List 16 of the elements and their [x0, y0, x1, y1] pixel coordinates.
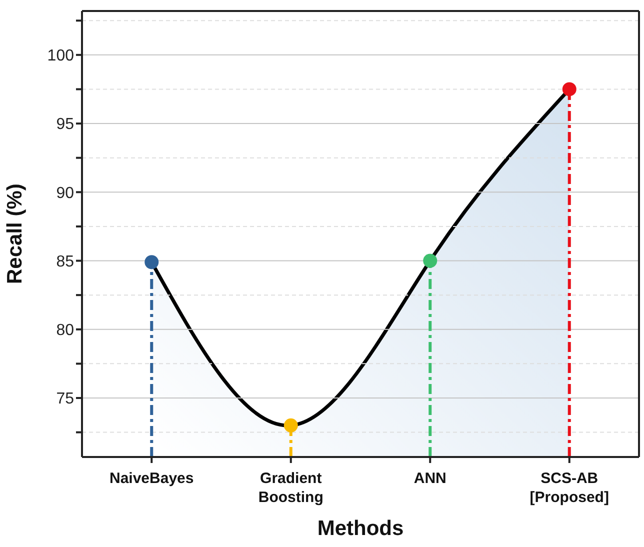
- x-axis-title: Methods: [317, 517, 404, 540]
- y-tick-label: 85: [56, 253, 74, 270]
- y-tick-label: 80: [56, 322, 74, 340]
- point: [144, 255, 159, 270]
- point: [562, 82, 576, 96]
- y-axis-title: Recall (%): [3, 184, 26, 284]
- point: [423, 254, 438, 268]
- x-tick-label: ANN: [414, 470, 446, 487]
- point: [284, 418, 298, 432]
- y-tick-label: 100: [47, 48, 74, 65]
- y-tick-label: 75: [56, 390, 74, 408]
- x-tick-label: Gradient Boosting: [258, 470, 324, 506]
- y-tick-label: 95: [56, 116, 74, 134]
- x-tick-label: NaiveBayes: [110, 470, 194, 487]
- x-tick-label: SCS-AB [Proposed]: [530, 470, 609, 506]
- y-tick-label: 90: [56, 184, 74, 202]
